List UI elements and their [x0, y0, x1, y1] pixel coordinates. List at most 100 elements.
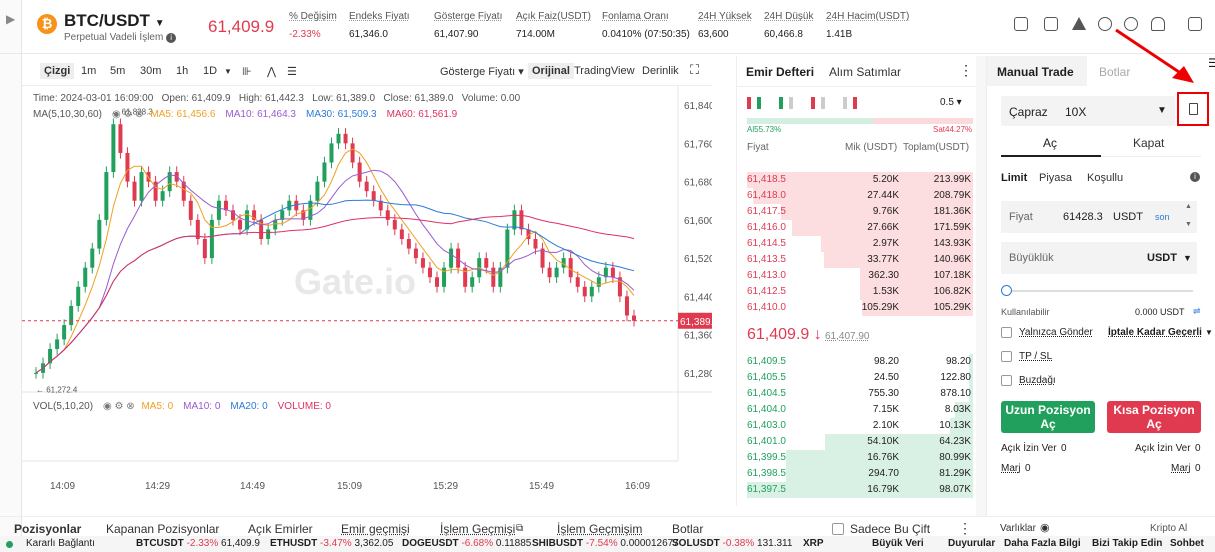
- tab-order-book[interactable]: Emir Defteri: [746, 65, 815, 79]
- size-slider[interactable]: [1005, 290, 1193, 292]
- chevron-down-icon[interactable]: ▼: [1183, 253, 1192, 263]
- tab-order-history[interactable]: Emir geçmişi: [341, 522, 410, 536]
- symbol-selector[interactable]: BTC/USDT ▼: [64, 11, 165, 31]
- ticker-item[interactable]: BTCUSDT -2.33% 61,409.9: [136, 536, 260, 552]
- open-short-button[interactable]: Kısa Pozisyon Aç: [1107, 401, 1201, 433]
- link-big-data[interactable]: Büyük Veri: [872, 538, 924, 549]
- bid-row[interactable]: 61,404.5 755.30 878.10: [747, 386, 973, 402]
- ticker-item[interactable]: XRP: [803, 536, 824, 552]
- expand-icon[interactable]: ▶: [6, 12, 16, 26]
- view-asks-icon[interactable]: [811, 97, 825, 109]
- view-compact-icon[interactable]: [843, 97, 857, 109]
- view-original[interactable]: Orijinal: [528, 63, 574, 79]
- open-long-button[interactable]: Uzun Pozisyon Aç: [1001, 401, 1095, 433]
- ask-row[interactable]: 61,413.5 33.77K 140.96K: [747, 252, 973, 268]
- ask-row[interactable]: 61,418.0 27.44K 208.79K: [747, 188, 973, 204]
- settings-sliders-icon[interactable]: [1014, 17, 1028, 31]
- interval-1m[interactable]: 1m: [81, 65, 97, 77]
- interval-line[interactable]: Çizgi: [40, 63, 75, 79]
- only-this-pair-checkbox[interactable]: [832, 523, 844, 535]
- link-follow-us[interactable]: Bizi Takip Edin: [1092, 538, 1163, 549]
- link-announcements[interactable]: Duyurular: [948, 538, 996, 549]
- tab-manual-trade[interactable]: Manual Trade: [997, 65, 1074, 79]
- increment-icon[interactable]: ▲: [1185, 203, 1192, 210]
- ask-row[interactable]: 61,413.0 362.30 107.18K: [747, 268, 973, 284]
- view-bids-icon[interactable]: [779, 97, 793, 109]
- size-unit[interactable]: USDT: [1147, 252, 1177, 264]
- fullscreen-icon[interactable]: ⛶: [690, 62, 700, 77]
- indicators-icon[interactable]: ⋀: [267, 66, 277, 78]
- tab-my-trade-history[interactable]: İşlem Geçmişim: [557, 522, 643, 536]
- compass-icon[interactable]: [1098, 17, 1112, 31]
- ticker-item[interactable]: SOLUSDT -0.38% 131.311: [672, 536, 792, 552]
- ticker-item[interactable]: DOGEUSDT -6.68% 0.11885: [402, 536, 531, 552]
- warning-icon[interactable]: [1072, 17, 1086, 30]
- interval-1h[interactable]: 1h: [176, 65, 189, 77]
- ask-row[interactable]: 61,412.5 1.53K 106.82K: [747, 284, 973, 300]
- chart-canvas[interactable]: 61,840.0 61,760.0 61,680.0 61,600.0 61,520.0…: [22, 86, 723, 506]
- ticker-item[interactable]: ETHUSDT -3.47% 3,362.05: [270, 536, 393, 552]
- order-type-conditional[interactable]: Koşullu: [1087, 172, 1124, 184]
- ticker-item[interactable]: SHIBUSDT -7.54% 0.000012677: [532, 536, 679, 552]
- step-select[interactable]: 0.5 ▾: [940, 97, 962, 108]
- tab-positions[interactable]: Pozisyonlar: [14, 522, 82, 536]
- price-type-select[interactable]: Gösterge Fiyatı ▾: [440, 66, 524, 78]
- bid-row[interactable]: 61,398.5 294.70 81.29K: [747, 466, 973, 482]
- info-icon[interactable]: i: [166, 33, 177, 43]
- view-tradingview[interactable]: TradingView: [574, 65, 635, 77]
- bid-row[interactable]: 61,403.0 2.10K 10.13K: [747, 418, 973, 434]
- bid-row[interactable]: 61,404.0 7.15K 8.03K: [747, 402, 973, 418]
- bell-icon[interactable]: [1151, 17, 1165, 31]
- link-more-info[interactable]: Daha Fazla Bilgi: [1004, 538, 1081, 549]
- last-price-button[interactable]: son: [1155, 212, 1170, 222]
- tab-bots[interactable]: Botlar: [1099, 65, 1131, 79]
- tab-closed-positions[interactable]: Kapanan Pozisyonlar: [106, 522, 220, 536]
- bid-row[interactable]: 61,409.5 98.20 98.20: [747, 354, 973, 370]
- ask-row[interactable]: 61,410.0 105.29K 105.29K: [747, 300, 973, 316]
- post-only-checkbox[interactable]: [1001, 327, 1012, 338]
- ask-row[interactable]: 61,414.5 2.97K 143.93K: [747, 236, 973, 252]
- order-type-limit[interactable]: Limit: [1001, 172, 1028, 184]
- transfer-icon[interactable]: ⇌: [1193, 306, 1201, 316]
- dollar-icon[interactable]: [1124, 17, 1138, 31]
- link-chat[interactable]: Sohbet: [1170, 538, 1204, 549]
- tab-open[interactable]: Aç: [1043, 136, 1058, 150]
- bid-row[interactable]: 61,399.5 16.76K 80.99K: [747, 450, 973, 466]
- chevron-down-icon[interactable]: ▼: [1205, 328, 1213, 337]
- bid-row[interactable]: 61,405.5 24.50 122.80: [747, 370, 973, 386]
- bid-row[interactable]: 61,401.0 54.10K 64.23K: [747, 434, 973, 450]
- legend-controls-icon[interactable]: ◉ ⚙ ⊗: [103, 401, 138, 412]
- tab-close[interactable]: Kapat: [1133, 136, 1165, 150]
- ask-row[interactable]: 61,416.0 27.66K 171.59K: [747, 220, 973, 236]
- price-input[interactable]: Fiyat 61428.3 USDT son ▲ ▼: [1001, 201, 1197, 233]
- menu-icon[interactable]: ☰: [1208, 56, 1215, 70]
- view-both-icon[interactable]: [747, 97, 761, 109]
- interval-1d[interactable]: 1D: [203, 65, 218, 77]
- ask-row[interactable]: 61,417.5 9.76K 181.36K: [747, 204, 973, 220]
- left-collapse-strip[interactable]: ▶: [0, 0, 22, 552]
- interval-5m[interactable]: 5m: [110, 65, 126, 77]
- panel-scrollbar[interactable]: [976, 56, 986, 516]
- iceberg-checkbox[interactable]: [1001, 375, 1012, 386]
- settings-list-icon[interactable]: ☰: [287, 66, 297, 78]
- layout-icon[interactable]: [1188, 17, 1202, 31]
- interval-dropdown-icon[interactable]: ▼: [224, 67, 232, 76]
- gtc-select[interactable]: İptale Kadar Geçerli: [1108, 327, 1202, 338]
- price-chart[interactable]: 61,840.0 61,760.0 61,680.0 61,600.0 61,520.0…: [22, 86, 723, 506]
- candle-type-icon[interactable]: ⊪: [242, 66, 252, 78]
- tab-open-orders[interactable]: Açık Emirler: [248, 522, 313, 536]
- order-type-market[interactable]: Piyasa: [1039, 172, 1073, 184]
- eye-icon[interactable]: ◉: [1040, 522, 1050, 534]
- view-depth[interactable]: Derinlik: [642, 65, 679, 77]
- buy-crypto-link[interactable]: Kripto Al: [1150, 523, 1188, 534]
- bid-row[interactable]: 61,397.5 16.79K 98.07K: [747, 482, 973, 498]
- tab-bots-bottom[interactable]: Botlar: [672, 522, 704, 536]
- interval-30m[interactable]: 30m: [140, 65, 162, 77]
- tab-trade-history[interactable]: İşlem Geçmişi: [440, 522, 516, 536]
- calculator-button[interactable]: [1177, 92, 1209, 126]
- info-icon[interactable]: i: [1190, 172, 1200, 182]
- external-link-icon[interactable]: ⧉: [516, 523, 524, 534]
- size-input[interactable]: Büyüklük USDT ▼: [1001, 242, 1197, 274]
- notes-icon[interactable]: [1044, 17, 1058, 31]
- more-icon[interactable]: ⋮: [958, 520, 972, 536]
